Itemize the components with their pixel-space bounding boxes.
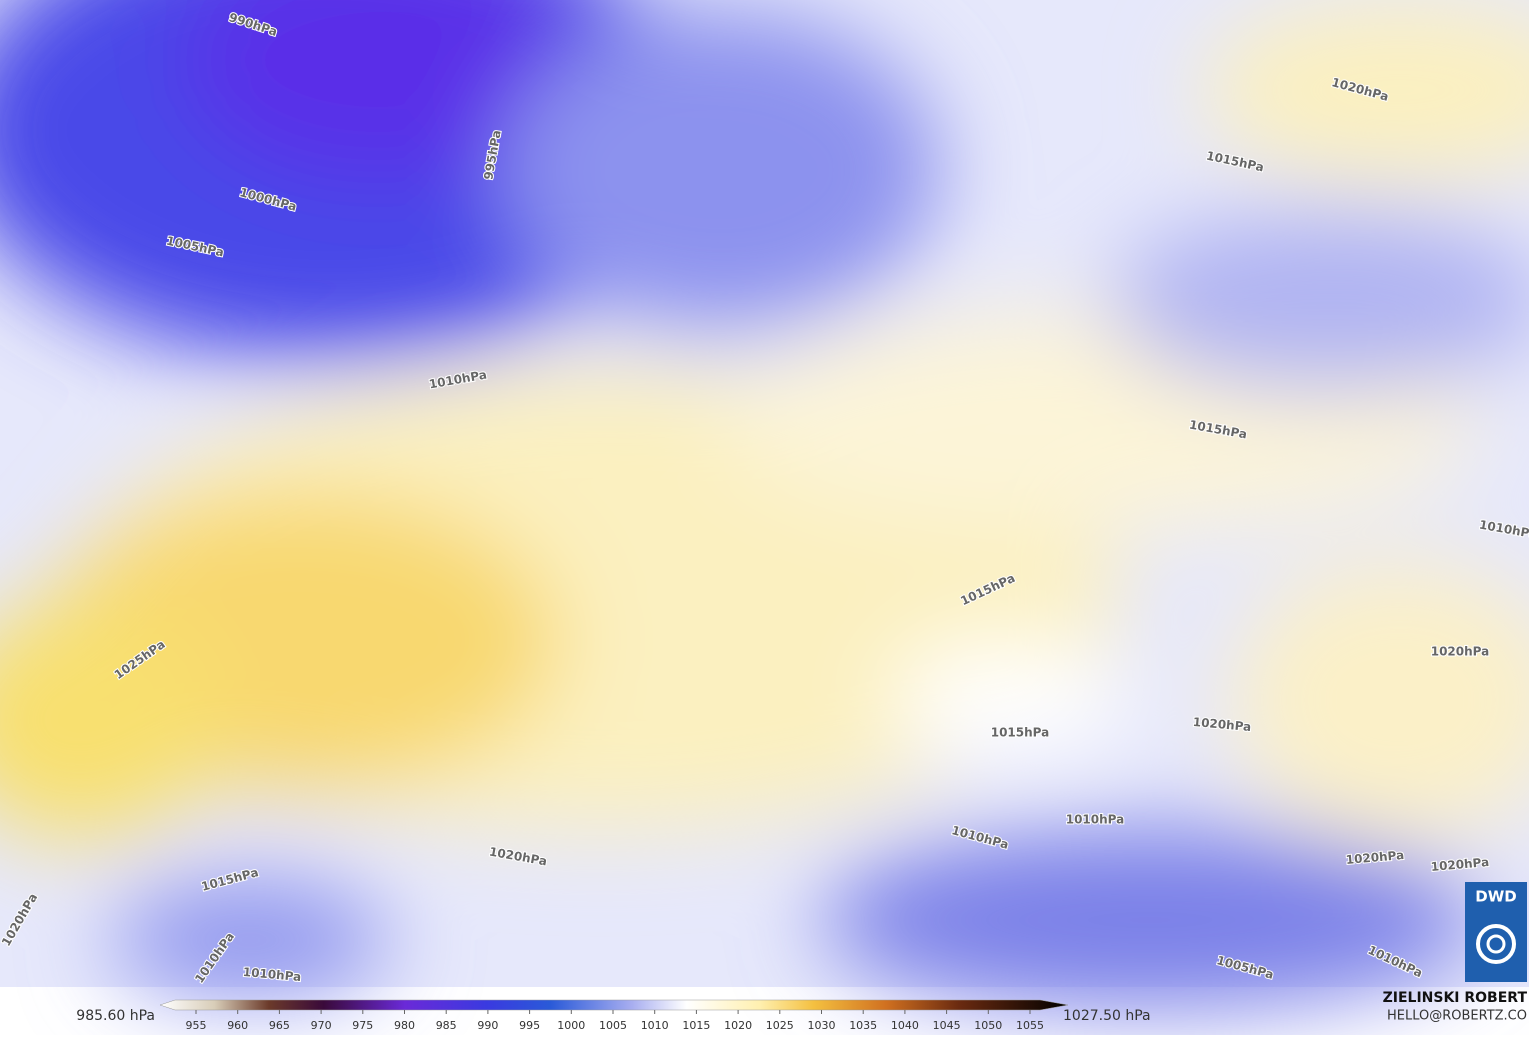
colorbar-tick-label: 1020: [724, 1019, 752, 1032]
colorbar-tick-label: 1040: [891, 1019, 919, 1032]
credit-author: ZIELINSKI ROBERT: [1383, 990, 1528, 1006]
colorbar-tick-label: 995: [519, 1019, 540, 1032]
isobar-label: 1020hPa: [1192, 715, 1252, 734]
colorbar-tick-label: 1025: [766, 1019, 794, 1032]
isobar-label: 1010hPa: [242, 965, 302, 984]
logo-text: DWD: [1475, 888, 1516, 906]
colorbar-tick-label: 1005: [599, 1019, 627, 1032]
logo-swirl: [1486, 934, 1506, 954]
colorbar-tick-label: 975: [352, 1019, 373, 1032]
colorbar-tick-label: 1030: [808, 1019, 836, 1032]
isobar-label: 1020hPa: [1430, 855, 1490, 874]
colorbar-tick-label: 1010: [641, 1019, 669, 1032]
isobar-label: 1020hPa: [1431, 645, 1490, 659]
colorbar: 985.60 hPa 1027.50 hPa 955 960 965 970 975 98…: [76, 999, 1151, 1032]
colorbar-tick-label: 960: [227, 1019, 248, 1032]
colorbar-tick-label: 985: [436, 1019, 457, 1032]
colorbar-tick-label: 980: [394, 1019, 415, 1032]
isobar-label: 1010hPa: [1066, 813, 1125, 827]
credit-contact: HELLO@ROBERTZ.CO: [1387, 1009, 1527, 1024]
colorbar-tick-label: 965: [269, 1019, 290, 1032]
colorbar-tick-label: 1055: [1016, 1019, 1044, 1032]
colorbar-tick-label: 955: [186, 1019, 207, 1032]
logo-swirl: [1476, 924, 1516, 964]
colorbar-tick-label: 1035: [849, 1019, 877, 1032]
pressure-field: DWD: [0, 0, 1529, 1010]
colorbar-ticks: 955 960 965 970 975 980 985 990 995 1000 1005 1010 1…: [186, 1010, 1044, 1032]
colorbar-max: 1027.50 hPa: [1063, 1008, 1151, 1024]
colorbar-min: 985.60 hPa: [76, 1008, 155, 1024]
logo-box: [1465, 882, 1527, 982]
isobar-label: 1015hPa: [991, 726, 1050, 740]
colorbar-tick-label: 1050: [974, 1019, 1002, 1032]
colorbar-tick-label: 1045: [933, 1019, 961, 1032]
colorbar-tick-label: 970: [311, 1019, 332, 1032]
colorbar-tick-label: 1000: [557, 1019, 585, 1032]
colorbar-tick-label: 1015: [682, 1019, 710, 1032]
colorbar-tick-label: 990: [477, 1019, 498, 1032]
isobar-label: 1020hPa: [1345, 848, 1405, 867]
colorbar-ramp: [159, 999, 1069, 1011]
